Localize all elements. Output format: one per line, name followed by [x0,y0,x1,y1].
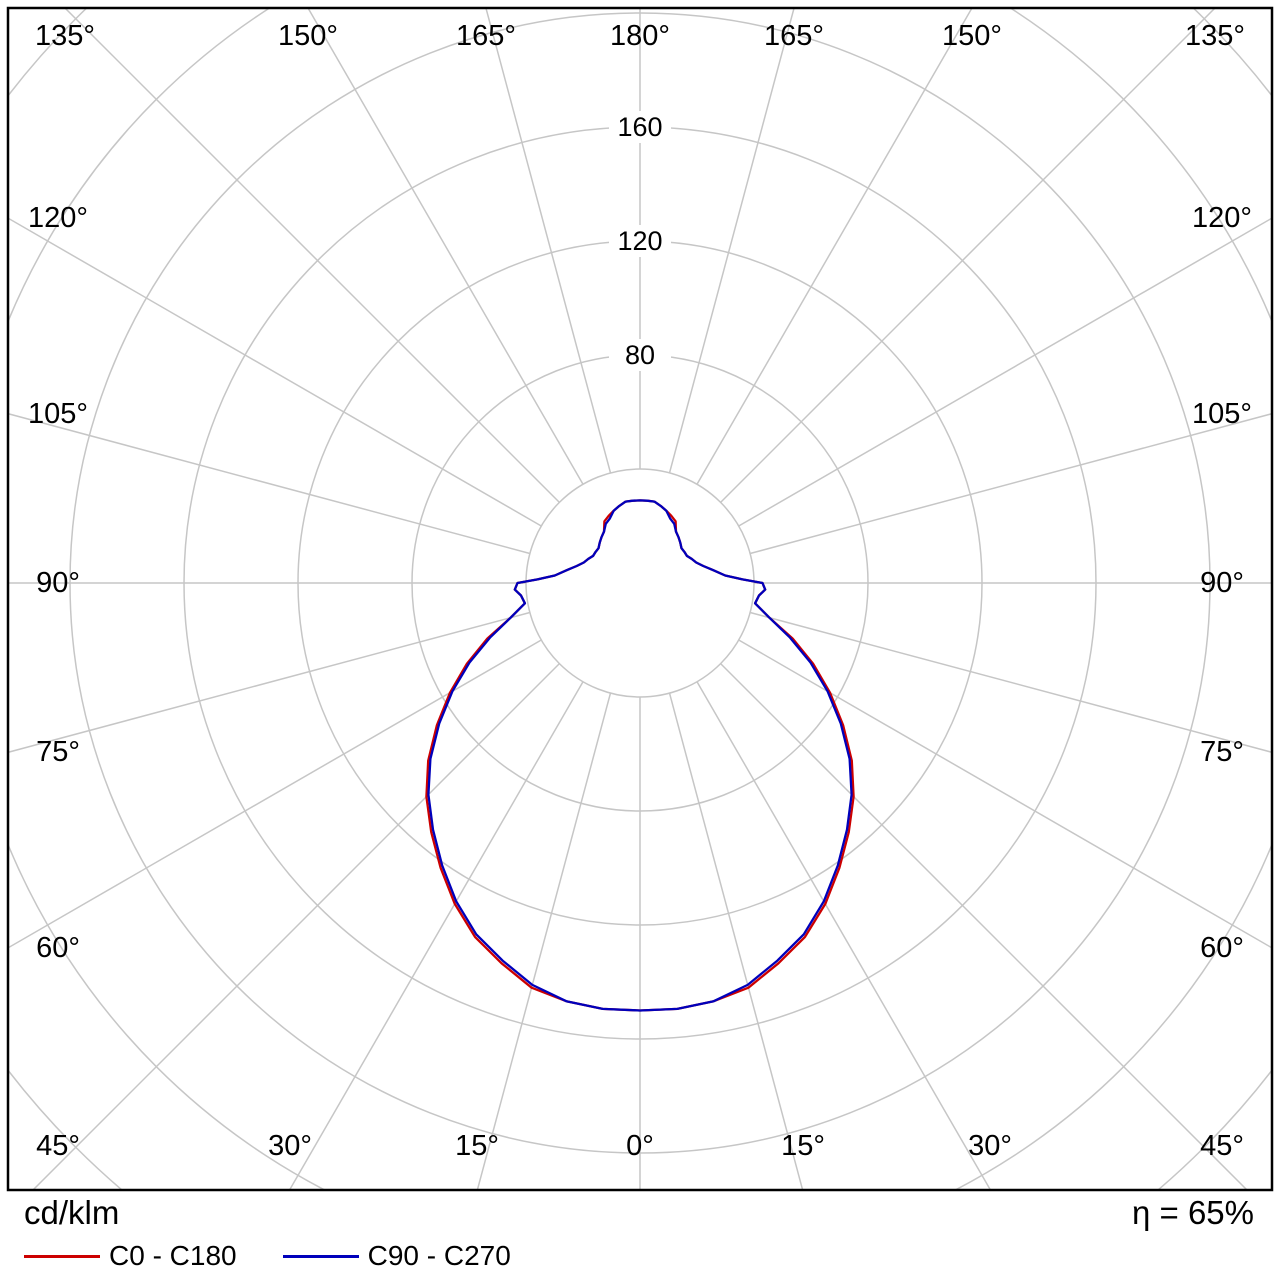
radial-label: 80 [625,340,655,370]
grid-ray [9,413,531,555]
angle-label: 135° [35,20,95,52]
grid-ray [476,692,612,1189]
angle-label: 30° [968,1130,1012,1162]
angle-label: 120° [28,202,88,234]
angle-label: 105° [1192,398,1252,430]
angle-label: 165° [456,20,516,52]
grid-ray [738,639,1271,949]
radial-label: 160 [617,112,662,142]
angle-label: 0° [626,1130,654,1162]
legend-line-c90-icon [282,1254,359,1258]
grid-ray [32,663,560,1189]
grid-ray [696,9,973,485]
radial-labels: 80 120 160 [609,111,671,371]
grid-ray [9,639,542,949]
angle-label: 135° [1185,20,1245,52]
radial-label: 120 [617,226,662,256]
angle-label: 90° [36,567,80,599]
angle-label: 15° [781,1130,825,1162]
angle-label: 45° [36,1130,80,1162]
grid-ray [720,663,1248,1189]
grid-ray [668,9,795,474]
radial-label-bg [609,111,671,143]
angle-label: 75° [36,736,80,768]
legend-item-c0-c180: C0 - C180 [24,1240,237,1272]
angle-label: 105° [28,398,88,430]
grid-ray [289,681,584,1189]
grid-ray [9,611,531,753]
angle-label: 120° [1192,202,1252,234]
legend-item-c90-c270: C90 - C270 [282,1240,511,1272]
grid-ray [64,9,560,503]
plot-frame [6,6,1274,1192]
angle-label: 180° [610,20,670,52]
angle-label: 165° [764,20,824,52]
angle-label: 60° [1200,932,1244,964]
angle-label: 15° [455,1130,499,1162]
angle-labels: 0° 15° 15° 30° 30° 45° 45° 60° 60° 75° 75° 90° 90° 10… [28,20,1252,1162]
legend-line-c0-icon [24,1254,100,1258]
legend-label-c90: C90 - C270 [367,1240,511,1271]
grid-ray [696,681,991,1189]
radial-label-bg [609,339,671,371]
grid-ray [668,692,804,1189]
grid-ray [720,9,1216,503]
grid-ray [749,611,1271,753]
angle-label: 45° [1200,1130,1244,1162]
legend-label-c0: C0 - C180 [109,1240,237,1271]
angle-label: 75° [1200,736,1244,768]
grid-ray [749,413,1271,555]
angle-label: 150° [942,20,1002,52]
grid-ray [485,9,612,474]
chart-footer: cd/klm η = 65% C0 - C180 C90 - C270 [0,1192,1280,1272]
grid-ray [738,217,1271,527]
angle-label: 60° [36,932,80,964]
footer-labels: cd/klm η = 65% [0,1192,1280,1232]
chart-legend: C0 - C180 C90 - C270 [0,1240,1280,1272]
grid-ray [307,9,584,485]
angle-label: 90° [1200,567,1244,599]
polar-grid [9,9,1271,1189]
grid-ray [9,217,542,527]
angle-label: 30° [268,1130,312,1162]
curve-C90-C270 [427,499,853,1012]
polar-intensity-chart: 0° 15° 15° 30° 30° 45° 45° 60° 60° 75° 75° 90° 90° 10… [6,6,1274,1192]
grid-circle [525,468,755,698]
radial-label-bg [609,225,671,257]
efficiency-label: η = 65% [1131,1194,1254,1231]
units-label: cd/klm [24,1194,120,1231]
angle-label: 150° [278,20,338,52]
